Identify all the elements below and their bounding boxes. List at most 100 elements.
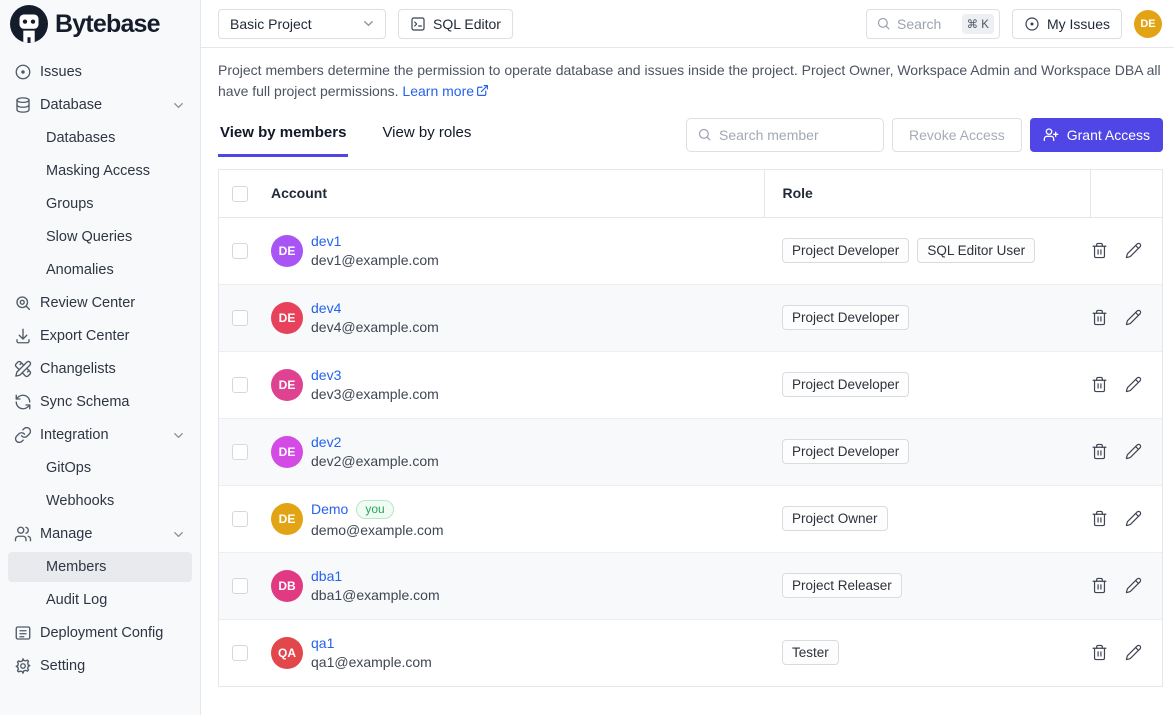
tab-view-by-members[interactable]: View by members [218, 112, 349, 157]
sidebar-item-members[interactable]: Members [8, 552, 192, 582]
sidebar-item-groups[interactable]: Groups [8, 189, 192, 219]
project-select[interactable]: Basic Project [218, 8, 386, 39]
sidebar-item-databases[interactable]: Databases [8, 123, 192, 153]
member-avatar: DB [271, 569, 303, 602]
my-issues-button[interactable]: My Issues [1011, 8, 1122, 39]
member-row-dba1: DB dba1 dba1@example.com Project Releaser [219, 551, 1162, 619]
review-center-icon [16, 296, 31, 311]
member-avatar: DE [271, 368, 303, 401]
member-name-link[interactable]: qa1 [311, 635, 335, 652]
sidebar-item-review-center[interactable]: Review Center [8, 288, 192, 318]
brand-name: Bytebase [55, 9, 161, 38]
member-name-link[interactable]: dev4 [311, 300, 342, 316]
global-search-input[interactable]: Search ⌘ K [865, 8, 1000, 39]
sidebar-item-deployment-config[interactable]: Deployment Config [8, 618, 192, 648]
member-avatar: DE [271, 502, 303, 535]
member-avatar: DE [271, 435, 303, 468]
row-checkbox[interactable] [232, 645, 248, 662]
sidebar-item-label: Anomalies [46, 262, 114, 278]
member-email: dev2@example.com [311, 453, 439, 469]
delete-member-button[interactable] [1091, 443, 1108, 460]
my-issues-label: My Issues [1046, 15, 1110, 32]
select-all-checkbox[interactable] [232, 185, 248, 202]
search-icon [698, 128, 711, 141]
row-checkbox[interactable] [232, 377, 248, 394]
role-column-header: Role [782, 185, 813, 202]
issues-icon [15, 64, 31, 80]
tab-view-by-roles[interactable]: View by roles [382, 124, 472, 141]
member-email: dev1@example.com [311, 252, 439, 268]
sidebar-item-gitops[interactable]: GitOps [8, 453, 192, 483]
revoke-access-button[interactable]: Revoke Access [892, 117, 1022, 152]
grant-access-button[interactable]: Grant Access [1029, 117, 1163, 152]
delete-member-button[interactable] [1091, 242, 1108, 259]
sidebar-item-database[interactable]: Database [8, 90, 192, 120]
member-tools: Search member Revoke Access Grant Access [686, 117, 1163, 152]
sidebar-item-issues[interactable]: Issues [8, 57, 192, 87]
edit-member-button[interactable] [1125, 376, 1142, 393]
sidebar-item-label: Changelists [40, 361, 116, 377]
account-column-header: Account [271, 185, 327, 202]
tabs-row: View by members View by roles Search memb… [218, 112, 1163, 157]
edit-member-button[interactable] [1125, 309, 1142, 326]
member-name-link[interactable]: Demo [311, 501, 349, 517]
delete-member-button[interactable] [1091, 577, 1108, 594]
delete-member-button[interactable] [1091, 644, 1108, 661]
sidebar-item-changelists[interactable]: Changelists [8, 354, 192, 384]
row-checkbox[interactable] [232, 243, 248, 260]
edit-member-button[interactable] [1125, 644, 1142, 661]
chevron-down-icon [174, 432, 183, 438]
delete-member-button[interactable] [1091, 510, 1108, 527]
manage-icon [14, 526, 32, 542]
sidebar-item-label: Deployment Config [40, 625, 164, 641]
member-name-link[interactable]: dev1 [311, 233, 342, 249]
chevron-down-icon [174, 102, 183, 108]
sidebar-item-anomalies[interactable]: Anomalies [8, 255, 192, 285]
role-badge: Project Owner [782, 506, 888, 531]
changelists-icon [14, 360, 32, 378]
terminal-icon [411, 16, 425, 31]
edit-member-button[interactable] [1125, 510, 1142, 527]
grant-access-label: Grant Access [1066, 126, 1150, 143]
member-name-link[interactable]: dev3 [311, 367, 342, 383]
member-name-link[interactable]: dba1 [311, 568, 343, 584]
member-row-dev4: DE dev4 dev4@example.com Project Developer [219, 283, 1162, 351]
sidebar-item-export-center[interactable]: Export Center [8, 321, 192, 351]
row-checkbox[interactable] [232, 310, 248, 327]
sidebar-item-sync-schema[interactable]: Sync Schema [8, 387, 192, 417]
sidebar-item-label: Webhooks [46, 493, 115, 509]
sidebar-item-slow-queries[interactable]: Slow Queries [8, 222, 192, 252]
sql-editor-button[interactable]: SQL Editor [398, 8, 513, 39]
issues-icon [1025, 16, 1039, 31]
user-avatar[interactable]: DE [1134, 9, 1162, 38]
sidebar-item-label: Members [46, 559, 107, 575]
sidebar-item-webhooks[interactable]: Webhooks [8, 486, 192, 516]
edit-member-button[interactable] [1125, 443, 1142, 460]
sidebar-item-masking-access[interactable]: Masking Access [8, 156, 192, 186]
member-search-placeholder: Search member [719, 126, 819, 143]
brand-logo[interactable]: Bytebase [0, 0, 200, 48]
edit-member-button[interactable] [1125, 242, 1142, 259]
sidebar-item-setting[interactable]: Setting [8, 651, 192, 681]
member-email: dev4@example.com [311, 319, 439, 335]
row-checkbox[interactable] [232, 511, 248, 528]
sidebar-item-label: Audit Log [46, 592, 108, 608]
edit-member-button[interactable] [1125, 577, 1142, 594]
members-page: Project members determine the permission… [201, 48, 1174, 715]
row-checkbox[interactable] [232, 444, 248, 461]
delete-member-button[interactable] [1091, 376, 1108, 393]
table-header-row: Account Role [219, 170, 1162, 218]
sidebar-item-manage[interactable]: Manage [8, 519, 192, 549]
learn-more-link[interactable]: Learn more [402, 83, 489, 99]
sidebar-item-label: Database [40, 97, 103, 113]
member-search-input[interactable]: Search member [686, 117, 885, 152]
user-plus-icon [1043, 127, 1059, 141]
delete-member-button[interactable] [1091, 309, 1108, 326]
member-name-link[interactable]: dev2 [311, 434, 342, 450]
sidebar-item-audit-log[interactable]: Audit Log [8, 585, 192, 615]
sidebar-item-label: Setting [40, 658, 86, 674]
pencil-icon [1125, 376, 1142, 393]
row-checkbox[interactable] [232, 578, 248, 595]
sidebar-item-integration[interactable]: Integration [8, 420, 192, 450]
